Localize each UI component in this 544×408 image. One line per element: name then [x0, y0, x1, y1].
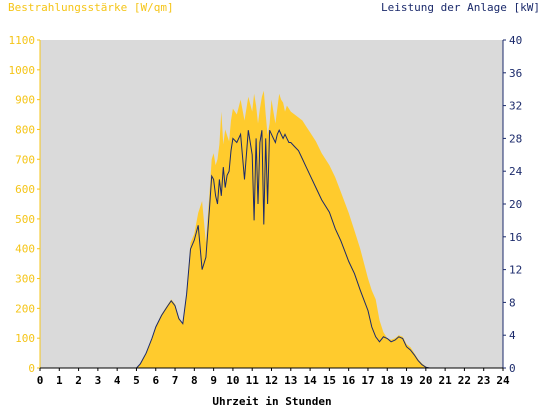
left-tick-label: 700 [15, 153, 35, 166]
left-tick-label: 1000 [9, 64, 36, 77]
x-tick-label: 14 [303, 374, 317, 387]
x-tick-label: 23 [477, 374, 490, 387]
right-tick-label: 8 [509, 296, 516, 309]
right-tick-label: 12 [509, 264, 522, 277]
x-tick-label: 8 [191, 374, 198, 387]
x-tick-label: 9 [210, 374, 217, 387]
x-tick-label: 10 [226, 374, 239, 387]
x-tick-label: 2 [75, 374, 82, 387]
x-tick-label: 20 [419, 374, 432, 387]
x-tick-label: 16 [342, 374, 356, 387]
x-tick-label: 7 [172, 374, 179, 387]
left-axis-label: Bestrahlungsstärke [W/qm] [8, 1, 174, 14]
left-tick-label: 0 [28, 362, 35, 375]
right-tick-label: 28 [509, 132, 522, 145]
right-tick-label: 40 [509, 34, 522, 47]
right-tick-label: 4 [509, 329, 516, 342]
x-tick-label: 24 [496, 374, 510, 387]
irradiance-area [40, 90, 503, 368]
right-axis-label: Leistung der Anlage [kW] [381, 1, 540, 14]
left-tick-label: 300 [15, 273, 35, 286]
left-tick-label: 600 [15, 183, 35, 196]
right-tick-label: 36 [509, 67, 522, 80]
x-tick-label: 15 [323, 374, 336, 387]
power-line [40, 129, 503, 369]
right-tick-label: 0 [509, 362, 516, 375]
x-tick-label: 3 [95, 374, 102, 387]
x-tick-label: 1 [56, 374, 63, 387]
left-tick-label: 100 [15, 332, 35, 345]
x-tick-label: 13 [284, 374, 297, 387]
right-tick-label: 24 [509, 165, 523, 178]
x-axis-label: Uhrzeit in Stunden [212, 395, 332, 408]
irradiance-area-layer [40, 90, 503, 368]
right-tick-label: 20 [509, 198, 522, 211]
x-tick-label: 5 [133, 374, 140, 387]
x-tick-label: 4 [114, 374, 121, 387]
right-tick-label: 16 [509, 231, 522, 244]
right-tick-label: 32 [509, 100, 522, 113]
x-tick-label: 11 [246, 374, 260, 387]
axes-layer: 0100200300400500600700800900100011000481… [9, 34, 523, 387]
left-tick-label: 500 [15, 213, 35, 226]
x-tick-label: 18 [381, 374, 394, 387]
x-tick-label: 21 [439, 374, 453, 387]
x-tick-label: 19 [400, 374, 413, 387]
left-tick-label: 400 [15, 243, 35, 256]
left-tick-label: 200 [15, 302, 35, 315]
power-line-layer [40, 129, 503, 369]
x-tick-label: 17 [361, 374, 374, 387]
x-tick-label: 12 [265, 374, 278, 387]
x-tick-label: 22 [458, 374, 471, 387]
left-tick-label: 800 [15, 123, 35, 136]
x-tick-label: 6 [152, 374, 159, 387]
left-tick-label: 1100 [9, 34, 36, 47]
left-tick-label: 900 [15, 94, 35, 107]
x-tick-label: 0 [37, 374, 44, 387]
